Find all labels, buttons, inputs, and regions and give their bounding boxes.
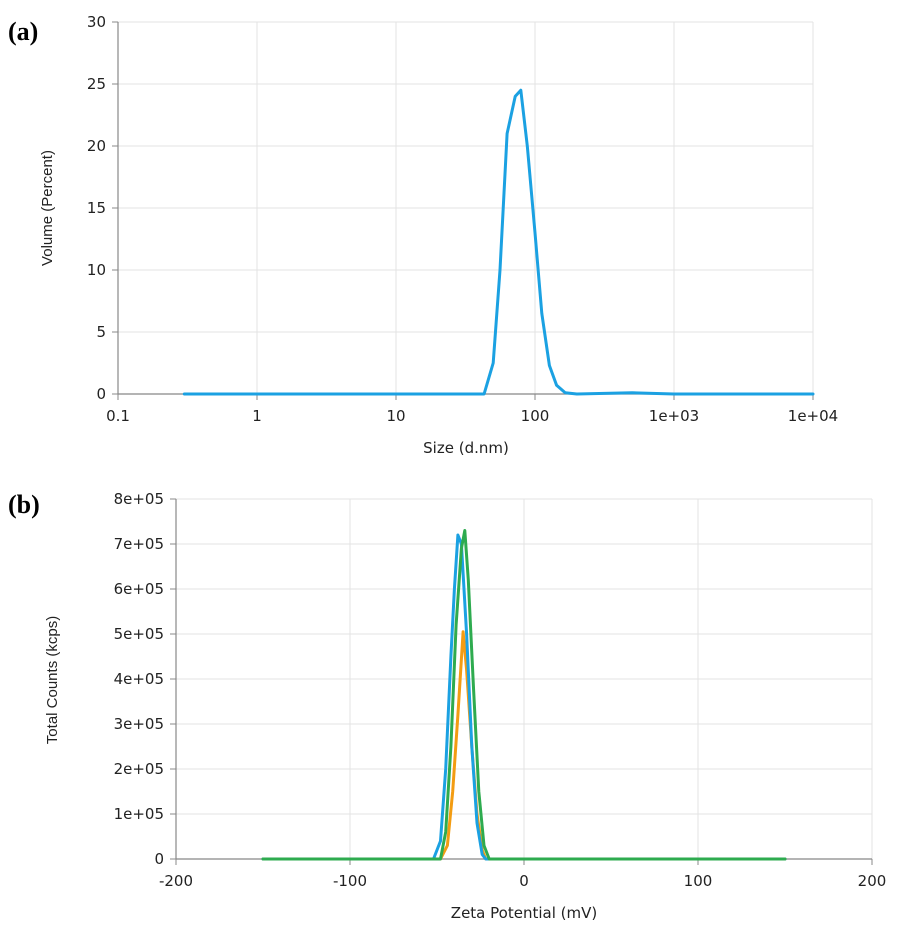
y-axis-label-b: Total Counts (kcps) xyxy=(44,616,61,744)
x-tick-label: -200 xyxy=(159,872,193,890)
y-tick-label: 2e+05 xyxy=(114,760,164,778)
x-ticks-a: 0.1 1 10 100 1e+03 1e+04 xyxy=(106,394,838,425)
y-ticks-a: 0 5 10 15 20 25 30 xyxy=(87,13,118,403)
x-tick-label: 0.1 xyxy=(106,407,130,425)
y-tick-label: 1e+05 xyxy=(114,805,164,823)
y-tick-label: 15 xyxy=(87,199,106,217)
gridlines-a xyxy=(118,21,814,394)
series-b xyxy=(261,529,787,861)
y-tick-label: 5 xyxy=(96,323,106,341)
y-tick-label: 8e+05 xyxy=(114,490,164,508)
x-ticks-b: -200 -100 0 100 200 xyxy=(159,859,886,890)
series-line-3 xyxy=(261,529,787,861)
y-tick-label: 5e+05 xyxy=(114,625,164,643)
x-tick-label: 200 xyxy=(858,872,887,890)
x-tick-label: 100 xyxy=(684,872,713,890)
x-tick-label: 1e+03 xyxy=(649,407,699,425)
series-a xyxy=(182,88,815,396)
panel-label-b: (b) xyxy=(8,490,40,519)
y-tick-label: 3e+05 xyxy=(114,715,164,733)
y-tick-label: 30 xyxy=(87,13,106,31)
series-line-1 xyxy=(182,88,815,396)
x-tick-label: 100 xyxy=(521,407,550,425)
y-tick-label: 20 xyxy=(87,137,106,155)
y-tick-label: 7e+05 xyxy=(114,535,164,553)
y-tick-label: 6e+05 xyxy=(114,580,164,598)
y-axis-label-a: Volume (Percent) xyxy=(39,150,56,266)
x-tick-label: 1 xyxy=(252,407,262,425)
x-tick-label: 1e+04 xyxy=(788,407,838,425)
x-axis-label-a: Size (d.nm) xyxy=(423,439,509,457)
y-tick-label: 0 xyxy=(154,850,164,868)
y-tick-label: 0 xyxy=(96,385,106,403)
series-line-2 xyxy=(261,533,787,861)
y-tick-label: 10 xyxy=(87,261,106,279)
y-ticks-b: 0 1e+05 2e+05 3e+05 4e+05 5e+05 6e+05 7e+05 8e+0… xyxy=(114,490,176,868)
gridlines-b xyxy=(176,498,873,859)
y-tick-label: 4e+05 xyxy=(114,670,164,688)
x-tick-label: 0 xyxy=(519,872,529,890)
chart-panel-b: (b) Zeta Potential (mV) Total Counts (kc… xyxy=(8,490,886,922)
x-axis-label-b: Zeta Potential (mV) xyxy=(451,904,597,922)
x-tick-label: 10 xyxy=(386,407,405,425)
chart-panel-a: (a) Size (d.nm) Volume (Percent) 0.1 1 10 1… xyxy=(8,13,838,457)
y-tick-label: 25 xyxy=(87,75,106,93)
panel-label-a: (a) xyxy=(8,17,38,46)
x-tick-label: -100 xyxy=(333,872,367,890)
